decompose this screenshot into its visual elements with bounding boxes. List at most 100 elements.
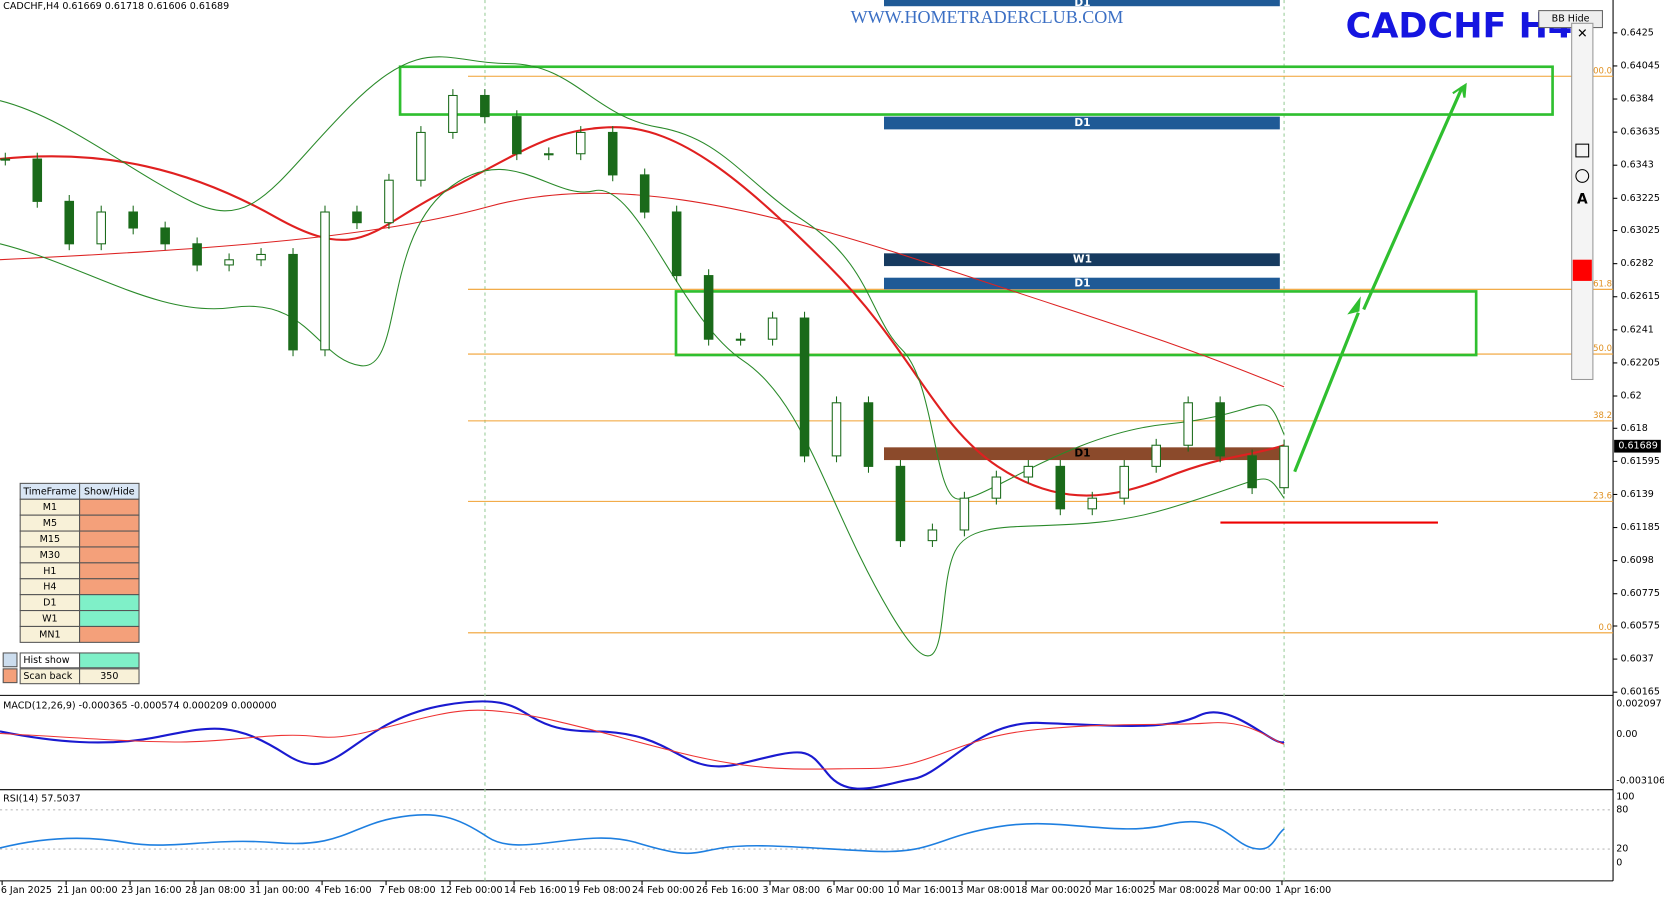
target-box [674, 290, 1478, 357]
rsi-axis-label: 0 [1616, 857, 1622, 868]
macd-label: MACD(12,26,9) -0.000365 -0.000574 0.0002… [3, 700, 276, 711]
toggle-cell[interactable] [79, 562, 140, 580]
header-text: Show/Hide [84, 486, 135, 497]
time-label: 18 Mar 00:00 [1015, 885, 1079, 896]
candles [0, 89, 1289, 547]
price-label: 0.60775 [1620, 588, 1659, 599]
fib-label: 0.0 [1599, 622, 1612, 632]
rect-tool[interactable] [1575, 143, 1590, 158]
price-label: 0.64045 [1620, 60, 1659, 71]
toggle-cell[interactable] [79, 594, 140, 612]
macd-axis-label: -0.003106 [1616, 776, 1664, 787]
rsi-axis-label: 80 [1616, 804, 1628, 815]
price-label: 0.6343 [1620, 160, 1653, 171]
candle-body [480, 94, 490, 118]
toggle-cell[interactable] [79, 498, 140, 516]
zone-label: D1 [1074, 117, 1090, 129]
time-label: 3 Mar 08:00 [762, 885, 820, 896]
zone-label: D1 [1074, 448, 1090, 460]
price-label: 0.63225 [1620, 193, 1659, 204]
fib-label: 23.6 [1593, 491, 1612, 501]
text-tool[interactable]: A [1577, 191, 1588, 207]
time-label: 28 Mar 00:00 [1207, 885, 1271, 896]
toggle-cell[interactable] [79, 578, 140, 596]
zone-label: D1 [1074, 278, 1090, 290]
macd-axis-label: 0.002097 [1616, 698, 1662, 709]
zone-label: D1 [1074, 0, 1090, 9]
time-label: 4 Feb 16:00 [315, 885, 372, 896]
rsi-line [0, 813, 1285, 855]
time-label: 23 Jan 16:00 [121, 885, 181, 896]
sr-zone [884, 253, 1280, 267]
hist-icon[interactable] [2, 652, 18, 668]
candle-body [735, 338, 746, 341]
candle-body [639, 174, 650, 213]
bollinger-lower [0, 169, 1285, 657]
tf-name: M30 [40, 550, 60, 561]
candle-body [703, 275, 714, 340]
candle-body [1023, 465, 1034, 478]
toggle-cell[interactable] [79, 546, 140, 564]
candle-body [863, 402, 874, 467]
candle-body [1215, 402, 1225, 457]
fib-label: 100.0 [1588, 65, 1612, 75]
tf-name: M5 [43, 518, 57, 529]
candle-body [1151, 444, 1161, 467]
zone-label: W1 [1073, 254, 1092, 266]
tf-name: H1 [43, 566, 56, 577]
scan-input[interactable] [79, 668, 140, 685]
price-label: 0.63025 [1620, 225, 1659, 236]
time-label: 21 Jan 00:00 [57, 885, 117, 896]
candle-body [512, 116, 522, 155]
circle-tool[interactable] [1575, 169, 1590, 183]
time-label: 13 Mar 08:00 [951, 885, 1015, 896]
scan-value: 350 [100, 671, 118, 682]
toggle-cell[interactable] [79, 530, 140, 548]
moving-average-slow [0, 192, 1285, 388]
toolbar-frame [1571, 22, 1594, 381]
rsi-axis-label: 100 [1616, 792, 1634, 803]
tf-name: D1 [43, 598, 56, 609]
toolbar: ✕ A [1571, 22, 1594, 381]
timeframe-panel: TimeFrame Show/Hide M1 M5 M15 M30 H1 H4 D1 W1 MN1 H… [2, 482, 140, 685]
watermark: WWW.HOMETRADERCLUB.COM [851, 7, 1124, 27]
price-label: 0.618 [1620, 423, 1647, 434]
candle-body [1247, 455, 1257, 489]
toggle-cell[interactable] [79, 625, 140, 643]
symbol-info: CADCHF,H4 0.61669 0.61718 0.61606 0.6168… [3, 1, 229, 12]
price-label: 0.6425 [1620, 27, 1653, 38]
color-button[interactable] [1572, 259, 1592, 281]
candle-body [607, 131, 618, 176]
time-label: 1 Apr 16:00 [1275, 885, 1331, 896]
macd-line [0, 700, 1285, 790]
fib-label: 61.8 [1593, 279, 1612, 289]
price-label: 0.6037 [1620, 654, 1653, 665]
rsi-axis-label: 20 [1616, 844, 1628, 855]
rsi-label: RSI(14) 57.5037 [3, 794, 81, 805]
candle-body [160, 227, 170, 245]
hist-toggle[interactable] [79, 652, 140, 669]
candle-body [0, 158, 11, 161]
sr-zone [884, 447, 1280, 461]
candle-body [32, 158, 43, 202]
scan-label: Scan back [23, 671, 72, 682]
sr-zone [884, 0, 1280, 7]
signal-line [0, 709, 1285, 770]
hist-label: Hist show [23, 655, 69, 666]
scan-icon[interactable] [2, 668, 18, 684]
tf-name: W1 [42, 614, 58, 625]
time-label: 10 Mar 16:00 [887, 885, 951, 896]
candle-body [64, 200, 75, 245]
toggle-cell[interactable] [79, 610, 140, 627]
candle-body [192, 243, 202, 266]
candle-body [448, 94, 458, 133]
time-label: 25 Mar 08:00 [1143, 885, 1207, 896]
close-icon[interactable]: ✕ [1577, 25, 1588, 40]
price-label: 0.63635 [1620, 127, 1659, 138]
time-label: 14 Feb 16:00 [504, 885, 567, 896]
toggle-cell[interactable] [79, 514, 140, 532]
current-price: 0.61689 [1618, 441, 1657, 452]
current-price-box [1614, 439, 1661, 453]
time-label: 7 Feb 08:00 [379, 885, 436, 896]
tf-name: MN1 [39, 629, 60, 640]
